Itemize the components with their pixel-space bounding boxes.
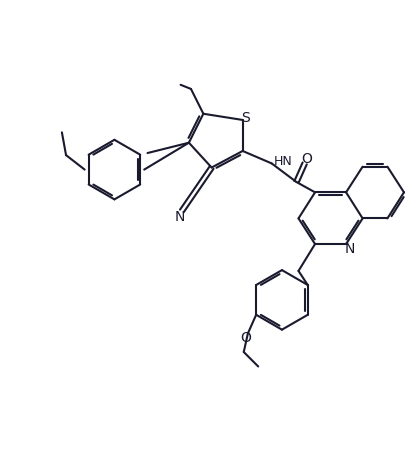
Text: HN: HN — [273, 155, 293, 168]
Text: N: N — [344, 243, 354, 257]
Text: O: O — [240, 330, 251, 344]
Text: N: N — [175, 210, 185, 224]
Text: S: S — [242, 111, 250, 125]
Text: O: O — [301, 152, 312, 166]
